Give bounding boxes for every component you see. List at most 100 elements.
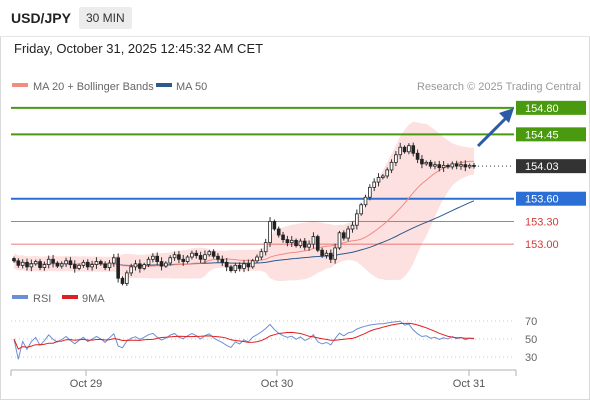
resistance-box <box>516 127 586 142</box>
candle-body <box>16 260 21 266</box>
candle-body <box>107 262 112 269</box>
candle-body <box>437 164 442 169</box>
level-labels: 154.80 154.45 154.03 153.60 153.30 153.00 <box>516 100 586 251</box>
resistance-label: 154.80 <box>525 103 559 115</box>
candle-body <box>207 251 212 256</box>
candle-body <box>20 261 25 266</box>
candle-body <box>72 264 77 269</box>
ma20-legend-label: MA 20 + Bollinger Bands <box>33 81 154 93</box>
candle-body <box>324 252 329 256</box>
candle-body <box>42 264 47 269</box>
x-tick-label: Oct 30 <box>261 378 293 390</box>
candle-body <box>233 264 238 272</box>
candle-body <box>177 254 181 260</box>
candle-body <box>229 266 233 272</box>
candle-body <box>298 240 303 247</box>
candle-body <box>289 239 294 244</box>
support-label: 153.00 <box>525 239 559 251</box>
candle-body <box>46 258 51 265</box>
candle-body <box>363 196 368 206</box>
projection-arrow <box>476 108 514 148</box>
candle-body <box>55 262 60 267</box>
pivot-box <box>516 191 586 206</box>
candle-body <box>59 263 64 267</box>
candle-body <box>402 146 407 153</box>
candle-body <box>146 258 151 265</box>
candle-body <box>94 261 99 265</box>
rsi-tick-label: 50 <box>525 334 537 346</box>
pivot-label: 153.60 <box>525 194 559 206</box>
candle-body <box>12 258 16 262</box>
candle-body <box>190 252 194 258</box>
rsi-tick-label: 70 <box>525 316 537 328</box>
candle-body <box>181 258 186 262</box>
rsi-legend-swatch <box>12 295 28 299</box>
candle-body <box>350 224 355 230</box>
candle-body <box>272 221 277 230</box>
candle-body <box>216 255 220 260</box>
candle-body <box>415 152 420 160</box>
candle-body <box>359 204 363 215</box>
candle-body <box>441 164 446 169</box>
x-axis-ticks: Oct 29 Oct 30 Oct 31 <box>70 370 485 390</box>
candle-body <box>85 261 90 268</box>
candle-body <box>120 277 125 284</box>
candle-body <box>224 261 229 268</box>
candle-body <box>255 256 259 262</box>
candle-body <box>172 254 177 259</box>
candle-body <box>220 258 225 263</box>
candle-body <box>129 266 133 274</box>
candle-body <box>242 263 246 269</box>
candle-body <box>268 221 272 244</box>
candle-body <box>263 242 268 253</box>
candle-body <box>33 261 38 265</box>
candle-body <box>116 257 120 279</box>
rsi-legend-label: RSI <box>33 293 51 305</box>
candle-body <box>389 161 394 171</box>
ma50-legend-swatch <box>156 83 172 87</box>
candle-body <box>159 261 164 267</box>
candle-body <box>450 163 455 168</box>
candle-body <box>411 145 416 154</box>
candle-body <box>103 263 107 269</box>
candle-body <box>315 236 320 251</box>
candle-body <box>385 169 390 177</box>
candle-body <box>155 255 160 262</box>
candle-body <box>142 264 146 269</box>
copyright-text: Research © 2025 Trading Central <box>417 81 581 93</box>
rsi-lines <box>13 320 475 360</box>
candle-body <box>90 264 94 268</box>
candle-body <box>29 263 34 268</box>
timeframe-button[interactable]: 30 MIN <box>79 7 132 29</box>
candle-body <box>237 264 242 269</box>
candle-body <box>25 261 29 268</box>
candle-body <box>64 260 68 265</box>
candle-body <box>320 249 324 256</box>
x-tick-label: Oct 29 <box>70 378 102 390</box>
candle-body <box>433 164 437 167</box>
symbol-label: USD/JPY <box>11 10 71 26</box>
candle-body <box>285 239 290 244</box>
candle-body <box>211 251 216 257</box>
candle-body <box>420 158 424 165</box>
rsi-line <box>13 320 475 360</box>
candle-body <box>77 264 81 269</box>
candle-body <box>459 164 463 167</box>
candle-body <box>398 146 403 156</box>
candle-body <box>151 255 155 260</box>
candle-body <box>276 228 281 236</box>
current-price-label: 154.03 <box>525 161 559 173</box>
candle-body <box>337 232 342 249</box>
bollinger-band <box>14 121 474 281</box>
candle-body <box>311 236 316 245</box>
candle-body <box>307 243 311 248</box>
candle-body <box>259 251 264 258</box>
candle-body <box>246 263 251 268</box>
ma50-legend-label: MA 50 <box>176 81 207 93</box>
rsi-ma-legend-swatch <box>62 295 78 299</box>
candles <box>12 142 476 287</box>
candle-body <box>394 154 398 163</box>
candle-body <box>328 252 333 260</box>
ma20-legend-swatch <box>12 83 28 87</box>
